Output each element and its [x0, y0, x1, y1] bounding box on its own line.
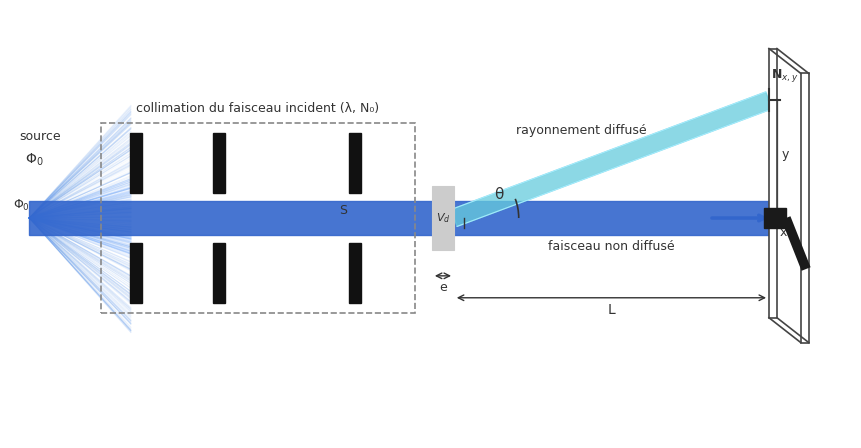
Polygon shape: [769, 48, 777, 318]
Polygon shape: [801, 73, 808, 343]
Polygon shape: [451, 92, 772, 226]
Bar: [350, 243, 362, 303]
Text: collimation du faisceau incident (λ, N₀): collimation du faisceau incident (λ, N₀): [137, 102, 380, 115]
Text: L: L: [608, 303, 616, 317]
Text: $V_d$: $V_d$: [436, 211, 450, 225]
Text: rayonnement diffusé: rayonnement diffusé: [517, 124, 647, 137]
Text: y: y: [782, 148, 790, 161]
Text: source: source: [19, 130, 61, 143]
Bar: [130, 134, 142, 193]
Bar: [764, 208, 786, 228]
Text: θ: θ: [494, 187, 504, 202]
Bar: [130, 243, 142, 303]
Polygon shape: [29, 201, 769, 235]
Text: $\mathbf{N}_{x,y}$: $\mathbf{N}_{x,y}$: [771, 68, 798, 84]
Text: S: S: [339, 203, 347, 216]
Bar: [432, 185, 454, 250]
Text: e: e: [439, 281, 447, 294]
Text: $\Phi_0$: $\Phi_0$: [25, 151, 44, 168]
Text: faisceau non diffusé: faisceau non diffusé: [548, 240, 675, 253]
Text: $\Phi_0$: $\Phi_0$: [13, 198, 30, 213]
Bar: [213, 134, 225, 193]
Bar: [350, 134, 362, 193]
Bar: [213, 243, 225, 303]
Text: x: x: [780, 226, 787, 239]
